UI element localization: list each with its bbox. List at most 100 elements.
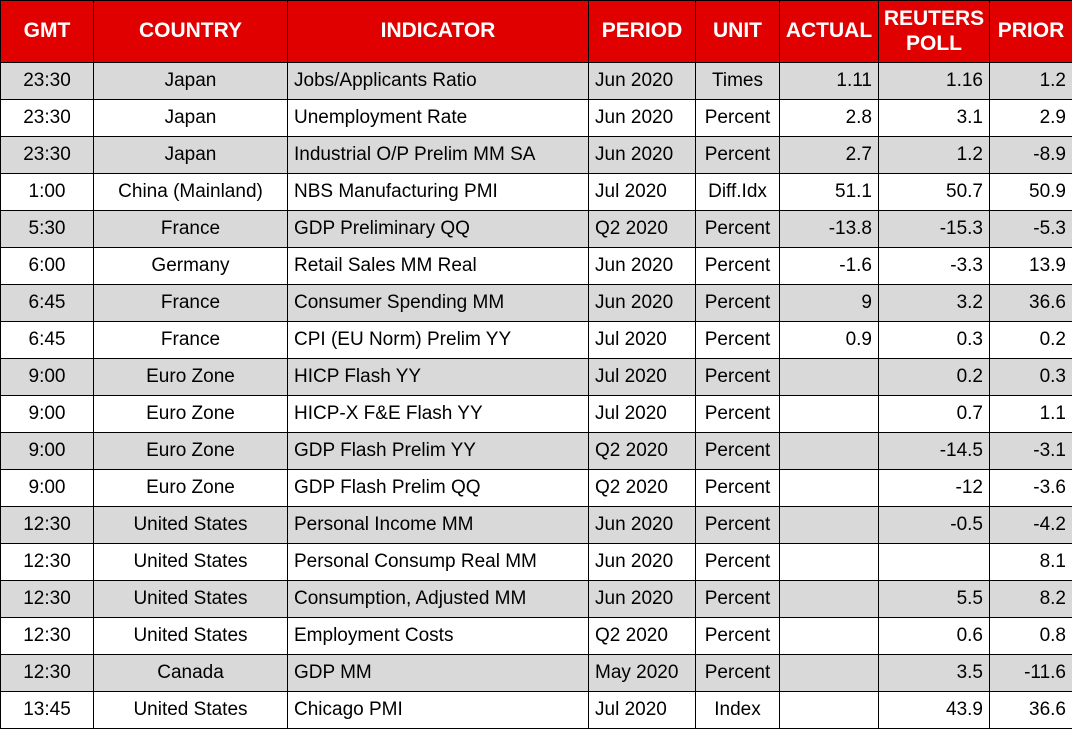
cell-indicator: Personal Consump Real MM	[288, 544, 589, 581]
column-header-gmt: GMT	[1, 1, 94, 63]
cell-actual: 0.9	[780, 322, 879, 359]
cell-indicator: Jobs/Applicants Ratio	[288, 63, 589, 100]
cell-period: Q2 2020	[589, 211, 696, 248]
cell-prior: 50.9	[990, 174, 1072, 211]
cell-unit: Percent	[696, 544, 780, 581]
cell-prior: 1.2	[990, 63, 1072, 100]
cell-indicator: HICP-X F&E Flash YY	[288, 396, 589, 433]
cell-country: Japan	[94, 63, 288, 100]
cell-prior: 36.6	[990, 285, 1072, 322]
cell-gmt: 6:45	[1, 322, 94, 359]
cell-indicator: Consumer Spending MM	[288, 285, 589, 322]
cell-actual: -13.8	[780, 211, 879, 248]
cell-period: Jul 2020	[589, 692, 696, 729]
table-row: 12:30 Canada GDP MM May 2020 Percent 3.5…	[1, 655, 1072, 692]
cell-country: Japan	[94, 100, 288, 137]
cell-indicator: Employment Costs	[288, 618, 589, 655]
column-header-indicator: INDICATOR	[288, 1, 589, 63]
cell-prior: -4.2	[990, 507, 1072, 544]
cell-gmt: 12:30	[1, 581, 94, 618]
cell-country: Germany	[94, 248, 288, 285]
column-header-reuters-poll: REUTERS POLL	[879, 1, 990, 63]
column-header-period: PERIOD	[589, 1, 696, 63]
cell-period: Q2 2020	[589, 433, 696, 470]
cell-country: United States	[94, 692, 288, 729]
cell-period: Jul 2020	[589, 174, 696, 211]
table-row: 9:00 Euro Zone HICP-X F&E Flash YY Jul 2…	[1, 396, 1072, 433]
table-row: 23:30 Japan Industrial O/P Prelim MM SA …	[1, 137, 1072, 174]
cell-actual	[780, 655, 879, 692]
cell-unit: Percent	[696, 618, 780, 655]
cell-poll: 1.2	[879, 137, 990, 174]
cell-poll: -12	[879, 470, 990, 507]
cell-country: France	[94, 285, 288, 322]
cell-actual	[780, 470, 879, 507]
cell-unit: Percent	[696, 248, 780, 285]
cell-indicator: GDP MM	[288, 655, 589, 692]
cell-actual: 2.7	[780, 137, 879, 174]
cell-country: Canada	[94, 655, 288, 692]
table-row: 12:30 United States Employment Costs Q2 …	[1, 618, 1072, 655]
table-row: 9:00 Euro Zone HICP Flash YY Jul 2020 Pe…	[1, 359, 1072, 396]
cell-prior: 13.9	[990, 248, 1072, 285]
cell-period: Jul 2020	[589, 359, 696, 396]
table-row: 9:00 Euro Zone GDP Flash Prelim QQ Q2 20…	[1, 470, 1072, 507]
cell-gmt: 9:00	[1, 396, 94, 433]
cell-prior: 36.6	[990, 692, 1072, 729]
table-body: 23:30 Japan Jobs/Applicants Ratio Jun 20…	[1, 63, 1072, 729]
cell-indicator: Unemployment Rate	[288, 100, 589, 137]
table-row: 6:45 France Consumer Spending MM Jun 202…	[1, 285, 1072, 322]
cell-actual: 51.1	[780, 174, 879, 211]
cell-gmt: 12:30	[1, 618, 94, 655]
cell-unit: Percent	[696, 470, 780, 507]
cell-country: Euro Zone	[94, 433, 288, 470]
table-row: 1:00 China (Mainland) NBS Manufacturing …	[1, 174, 1072, 211]
header-row: GMT COUNTRY INDICATOR PERIOD UNIT ACTUAL…	[1, 1, 1072, 63]
cell-country: Euro Zone	[94, 470, 288, 507]
cell-indicator: GDP Preliminary QQ	[288, 211, 589, 248]
cell-poll: 50.7	[879, 174, 990, 211]
cell-period: Jun 2020	[589, 100, 696, 137]
cell-poll: 0.6	[879, 618, 990, 655]
cell-poll: 0.2	[879, 359, 990, 396]
cell-actual	[780, 433, 879, 470]
cell-period: Jun 2020	[589, 63, 696, 100]
cell-country: France	[94, 322, 288, 359]
cell-gmt: 13:45	[1, 692, 94, 729]
cell-gmt: 9:00	[1, 470, 94, 507]
cell-period: Jun 2020	[589, 507, 696, 544]
cell-indicator: Retail Sales MM Real	[288, 248, 589, 285]
cell-prior: 0.3	[990, 359, 1072, 396]
cell-poll: 43.9	[879, 692, 990, 729]
cell-gmt: 12:30	[1, 655, 94, 692]
column-header-unit: UNIT	[696, 1, 780, 63]
cell-prior: 1.1	[990, 396, 1072, 433]
cell-country: Euro Zone	[94, 396, 288, 433]
cell-gmt: 23:30	[1, 100, 94, 137]
cell-actual	[780, 618, 879, 655]
cell-poll: 5.5	[879, 581, 990, 618]
table-row: 23:30 Japan Unemployment Rate Jun 2020 P…	[1, 100, 1072, 137]
cell-unit: Percent	[696, 433, 780, 470]
cell-poll: -3.3	[879, 248, 990, 285]
cell-gmt: 23:30	[1, 137, 94, 174]
cell-country: Euro Zone	[94, 359, 288, 396]
cell-country: United States	[94, 544, 288, 581]
cell-prior: 0.8	[990, 618, 1072, 655]
column-header-prior: PRIOR	[990, 1, 1072, 63]
cell-gmt: 1:00	[1, 174, 94, 211]
cell-indicator: NBS Manufacturing PMI	[288, 174, 589, 211]
cell-poll	[879, 544, 990, 581]
cell-indicator: GDP Flash Prelim YY	[288, 433, 589, 470]
cell-indicator: Industrial O/P Prelim MM SA	[288, 137, 589, 174]
table-row: 12:30 United States Consumption, Adjuste…	[1, 581, 1072, 618]
cell-unit: Index	[696, 692, 780, 729]
cell-unit: Percent	[696, 581, 780, 618]
cell-unit: Percent	[696, 359, 780, 396]
cell-poll: -15.3	[879, 211, 990, 248]
cell-indicator: CPI (EU Norm) Prelim YY	[288, 322, 589, 359]
cell-indicator: GDP Flash Prelim QQ	[288, 470, 589, 507]
cell-poll: 0.3	[879, 322, 990, 359]
cell-prior: -8.9	[990, 137, 1072, 174]
